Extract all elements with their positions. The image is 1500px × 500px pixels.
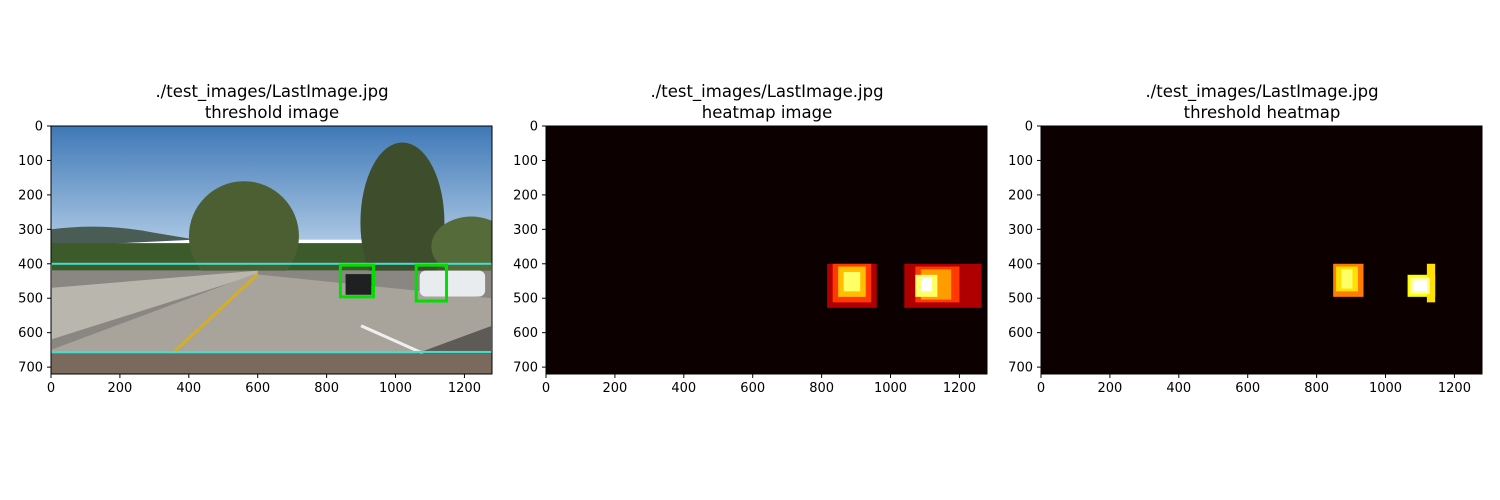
search-region-box — [51, 262, 492, 353]
x-tick-label: 800 — [1304, 381, 1329, 396]
car-white — [419, 270, 486, 297]
panel-1-subtitle: threshold image — [204, 103, 340, 122]
x-tick-label: 600 — [245, 381, 270, 396]
y-tick-label: 200 — [513, 188, 538, 203]
hood — [51, 353, 492, 374]
x-tick-label: 1000 — [379, 381, 412, 396]
panel-2-title: ./test_images/LastImage.jpg heatmap imag… — [545, 81, 989, 123]
panel-2-subtitle: heatmap image — [701, 103, 833, 122]
x-tick-label: 400 — [1166, 381, 1191, 396]
detection-box-2 — [414, 263, 449, 303]
tree-right — [360, 142, 445, 303]
x-tick-label: 200 — [1097, 381, 1122, 396]
car-black — [345, 274, 372, 295]
y-tick-label: 700 — [18, 361, 43, 376]
x-tick-label: 600 — [740, 381, 765, 396]
axes-frame — [545, 125, 988, 375]
x-tick-label: 800 — [809, 381, 834, 396]
y-tick-label: 400 — [513, 257, 538, 272]
heat-cell-3 — [1341, 269, 1353, 289]
y-tick-label: 0 — [35, 120, 43, 135]
panel-2-title-line: ./test_images/LastImage.jpg — [650, 82, 884, 101]
y-tick-label: 600 — [513, 326, 538, 341]
y-tick-label: 600 — [18, 326, 43, 341]
barrier-wall — [51, 270, 258, 340]
x-tick-label: 600 — [1235, 381, 1260, 396]
hills — [51, 226, 196, 247]
bushes-right — [431, 216, 492, 277]
detection-box-1 — [338, 263, 375, 299]
y-tick-label: 400 — [18, 257, 43, 272]
x-tick-label: 200 — [602, 381, 627, 396]
panel-3-title-line: ./test_images/LastImage.jpg — [1145, 82, 1379, 101]
y-tick-label: 200 — [1008, 188, 1033, 203]
x-tick-label: 400 — [671, 381, 696, 396]
y-tick-label: 600 — [1008, 326, 1033, 341]
y-tick-label: 100 — [18, 154, 43, 169]
x-tick-label: 1000 — [874, 381, 907, 396]
axes-frame — [1040, 125, 1483, 375]
x-tick-label: 1200 — [943, 381, 976, 396]
plot-area — [51, 126, 492, 374]
panel-1-title: ./test_images/LastImage.jpg threshold im… — [50, 81, 494, 123]
y-tick-label: 500 — [18, 292, 43, 307]
x-tick-label: 1000 — [1369, 381, 1402, 396]
heat-cell-4 — [843, 272, 861, 292]
x-tick-label: 400 — [176, 381, 201, 396]
x-tick-label: 0 — [1037, 381, 1045, 396]
y-tick-label: 700 — [513, 361, 538, 376]
y-tick-label: 100 — [513, 154, 538, 169]
plot-area — [546, 126, 987, 374]
panel-1-title-line: ./test_images/LastImage.jpg — [155, 82, 389, 101]
heatmap-background — [546, 126, 987, 374]
y-tick-label: 700 — [1008, 361, 1033, 376]
y-tick-label: 300 — [18, 223, 43, 238]
heat-cell-9 — [920, 277, 932, 292]
x-tick-label: 1200 — [448, 381, 481, 396]
heatmap-background — [1041, 126, 1482, 374]
y-tick-label: 0 — [530, 120, 538, 135]
y-tick-label: 500 — [513, 292, 538, 307]
y-tick-label: 0 — [1025, 120, 1033, 135]
plot-area — [1041, 126, 1482, 374]
y-tick-label: 300 — [1008, 223, 1033, 238]
y-tick-label: 400 — [1008, 257, 1033, 272]
panel-3-subtitle: threshold heatmap — [1183, 103, 1341, 122]
y-tick-label: 100 — [1008, 154, 1033, 169]
x-tick-label: 0 — [47, 381, 55, 396]
y-tick-label: 300 — [513, 223, 538, 238]
y-tick-label: 200 — [18, 188, 43, 203]
white-lane-line — [360, 324, 424, 355]
x-tick-label: 0 — [542, 381, 550, 396]
x-tick-label: 800 — [314, 381, 339, 396]
road-surface — [51, 274, 492, 374]
x-tick-label: 1200 — [1438, 381, 1471, 396]
x-tick-label: 200 — [107, 381, 132, 396]
y-tick-label: 500 — [1008, 292, 1033, 307]
panel-3-title: ./test_images/LastImage.jpg threshold he… — [1040, 81, 1484, 123]
heat-cell-5 — [1426, 263, 1436, 303]
heat-cell-7 — [1413, 280, 1427, 292]
axes-frame — [50, 125, 493, 375]
